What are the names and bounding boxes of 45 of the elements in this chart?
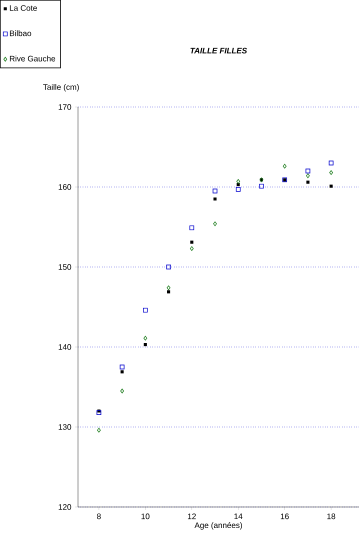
point [189,225,194,230]
point [328,160,334,166]
y-axis-title: Taille (cm) [43,84,79,92]
x-tick-label: 8 [97,514,101,520]
x-tick-label: 18 [327,514,336,520]
y-tick-label: 140 [58,344,72,350]
point [166,264,171,270]
point [120,388,124,394]
legend-label: La Cote [10,5,37,11]
point [306,168,310,174]
point [120,364,124,370]
point [213,197,217,201]
point [306,180,310,184]
x-tick-label: 12 [188,514,196,520]
y-tick-label: 120 [58,504,72,510]
point [190,240,194,244]
y-tick-label: 130 [58,424,72,430]
point [167,290,170,294]
x-axis-title: Age (années) [194,522,242,530]
point [144,336,148,341]
point [330,184,333,188]
point [190,246,194,251]
y-tick-label: 150 [58,264,72,270]
point [212,188,218,194]
point [236,187,241,192]
point [306,173,310,178]
point [259,184,264,189]
x-tick-label: 10 [142,514,150,520]
y-tick-label: 170 [58,104,72,110]
chart-title: TAILLE FILLES [190,48,248,54]
point [120,370,124,374]
point [329,170,333,175]
y-tick-label: 160 [58,184,72,190]
point [236,183,240,186]
point [144,343,147,346]
point [97,428,101,433]
point [282,164,287,169]
legend-label: Bilbao [10,30,32,36]
x-tick-label: 16 [280,514,289,520]
x-tick-label: 14 [234,514,242,520]
point [143,308,148,313]
point [213,221,217,226]
point [236,179,240,184]
point [166,285,170,290]
legend-label: Rive Gauche [10,56,56,62]
